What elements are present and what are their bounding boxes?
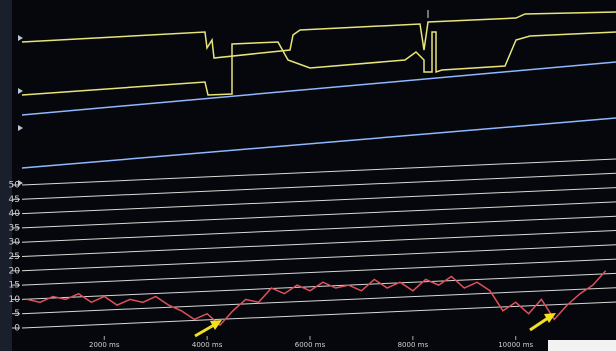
x-tick-label: 4000 ms: [192, 341, 223, 349]
x-tick-label: 8000 ms: [398, 341, 429, 349]
monitor-screen: 051015202530354045502000 ms4000 ms6000 m…: [0, 0, 616, 351]
x-tick-label: 2000 ms: [89, 341, 120, 349]
x-tick-label: 10000 ms: [498, 341, 533, 349]
page: {"chart_data": {"type": "line", "x": [50…: [0, 0, 616, 351]
screen-background: [0, 0, 616, 351]
x-tick-label: 6000 ms: [295, 341, 326, 349]
paper-corner: [548, 340, 616, 351]
